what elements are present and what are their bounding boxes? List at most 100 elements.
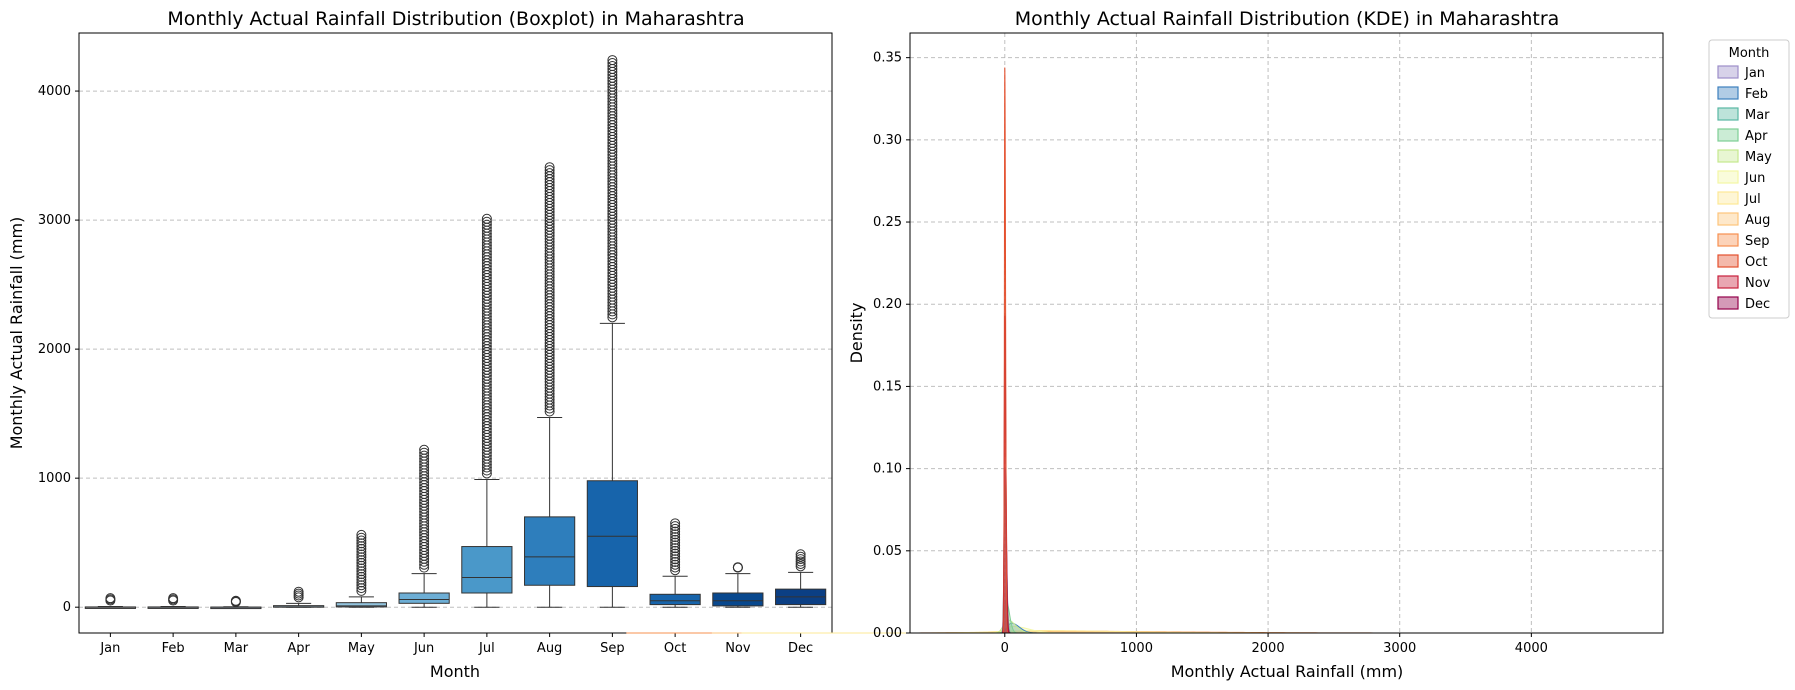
kde-x-tick-label: 3000	[1383, 641, 1416, 656]
boxplot-x-axis-label: Month	[430, 662, 480, 681]
kde-y-ticks: 0.00 0.05 0.10 0.15 0.20 0.25 0.30 0.35	[873, 51, 910, 641]
outlier-point	[356, 577, 367, 588]
legend-swatch-dec	[1717, 296, 1739, 310]
kde-y-tick-label: 0.10	[873, 462, 902, 477]
outlier-point	[356, 535, 367, 546]
legend-label-may: May	[1745, 150, 1772, 165]
outlier-point	[670, 556, 681, 567]
outlier-point	[607, 58, 618, 69]
kde-curve-apr	[937, 599, 1533, 634]
kde-gridlines	[910, 33, 1663, 634]
kde-title: Monthly Actual Rainfall Distribution (KD…	[1015, 8, 1560, 30]
outlier-point	[356, 583, 367, 594]
outlier-point	[419, 447, 430, 458]
outlier-point	[670, 521, 681, 532]
boxplot-x-ticks: Jan Feb Mar Apr May Jun Jul Aug Sep Oct Nov Dec	[99, 633, 813, 656]
boxplot-gridlines	[79, 90, 832, 608]
outlier-point	[670, 548, 681, 559]
boxplot-title: Monthly Actual Rainfall Distribution (Bo…	[167, 8, 744, 30]
box-oct	[649, 518, 701, 608]
legend-label-nov: Nov	[1745, 276, 1771, 291]
kde-x-ticks: 0 1000 2000 3000 4000	[1001, 633, 1548, 656]
outlier-point	[795, 561, 806, 572]
legend-label-jun: Jun	[1744, 171, 1765, 186]
kde-y-tick-label: 0.15	[873, 379, 902, 394]
boxplot-x-tick-label: Nov	[725, 641, 751, 656]
outlier-point	[356, 555, 367, 566]
kde-y-tick-label: 0.30	[873, 133, 902, 148]
boxplot-x-tick-label: Jun	[413, 641, 434, 656]
box-iqr	[649, 593, 701, 606]
box-iqr	[586, 480, 638, 588]
outlier-point	[670, 551, 681, 562]
boxplot-y-tick-label: 0	[63, 600, 71, 615]
box-iqr	[712, 592, 764, 607]
outlier-point	[356, 557, 367, 568]
boxplot-x-tick-label: Aug	[537, 641, 562, 656]
kde-chart: Monthly Actual Rainfall Distribution (KD…	[626, 8, 1664, 681]
boxplot-x-tick-label: May	[348, 641, 375, 656]
legend-swatch-apr	[1717, 128, 1739, 142]
outlier-point	[670, 554, 681, 565]
boxplot-y-ticks: 0 1000 2000 3000 4000	[38, 84, 79, 615]
legend-label-aug: Aug	[1745, 213, 1770, 228]
outlier-point	[670, 559, 681, 570]
boxplot-y-tick-label: 4000	[38, 84, 71, 99]
box-apr	[273, 586, 325, 608]
box-jun	[398, 444, 450, 608]
legend-label-sep: Sep	[1745, 234, 1770, 249]
outlier-point	[670, 529, 681, 540]
legend-label-oct: Oct	[1745, 255, 1767, 270]
outlier-point	[607, 55, 618, 66]
outlier-point	[732, 562, 743, 573]
outlier-point	[356, 552, 367, 563]
boxplot-x-tick-label: Sep	[600, 641, 625, 656]
outlier-point	[356, 549, 367, 560]
kde-curve-dec	[945, 315, 1514, 634]
outlier-point	[795, 556, 806, 567]
outlier-point	[419, 444, 430, 455]
legend-swatch-oct	[1717, 254, 1739, 268]
outlier-point	[670, 518, 681, 529]
boxplot-y-tick-label: 2000	[38, 342, 71, 357]
box-may	[335, 529, 387, 608]
kde-y-tick-label: 0.00	[873, 626, 902, 641]
outlier-point	[356, 560, 367, 571]
box-jul	[461, 213, 513, 608]
legend-swatch-feb	[1717, 86, 1739, 100]
outlier-point	[356, 529, 367, 540]
legend-swatch-aug	[1717, 212, 1739, 226]
outlier-point	[481, 219, 492, 230]
outlier-point	[356, 546, 367, 557]
boxplot-x-tick-label: Apr	[287, 641, 310, 656]
kde-x-tick-label: 1000	[1120, 641, 1153, 656]
outlier-point	[419, 450, 430, 461]
kde-marks	[626, 67, 1663, 634]
legend-items: Jan Feb Mar Apr May Jun Jul Aug Sep Oct Nov Dec	[1717, 65, 1772, 312]
outlier-point	[670, 532, 681, 543]
box-sep	[586, 55, 638, 608]
kde-x-tick-label: 4000	[1515, 641, 1548, 656]
outlier-point	[293, 586, 304, 597]
kde-curve-oct	[946, 67, 1512, 634]
box-dec	[775, 549, 827, 608]
outlier-point	[356, 532, 367, 543]
legend-swatch-jun	[1717, 170, 1739, 184]
outlier-point	[670, 543, 681, 554]
legend-frame	[1708, 39, 1790, 319]
outlier-point	[670, 545, 681, 556]
outlier-point	[356, 580, 367, 591]
legend-swatch-jul	[1717, 191, 1739, 205]
kde-y-tick-label: 0.25	[873, 215, 902, 230]
outlier-point	[670, 565, 681, 576]
outlier-point	[356, 566, 367, 577]
outlier-point	[356, 571, 367, 582]
kde-y-tick-label: 0.05	[873, 544, 902, 559]
kde-x-axis-label: Monthly Actual Rainfall (mm)	[1171, 662, 1404, 681]
kde-y-tick-label: 0.35	[873, 51, 902, 66]
outlier-point	[356, 538, 367, 549]
legend-label-apr: Apr	[1745, 129, 1768, 144]
boxplot-x-tick-label: Jan	[99, 641, 120, 656]
outlier-point	[168, 593, 179, 604]
